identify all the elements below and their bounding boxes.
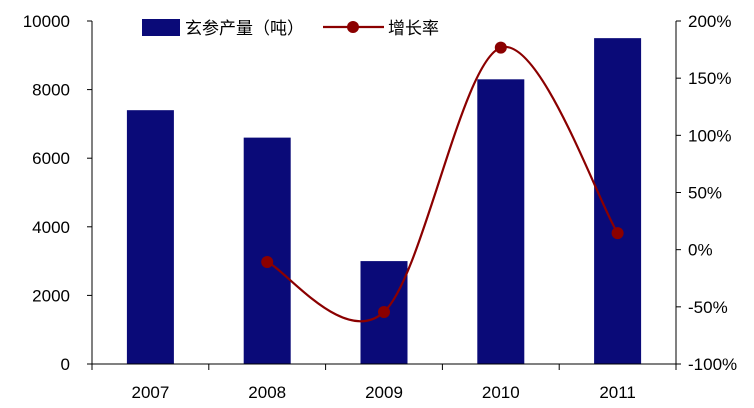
left-tick-label: 8000 bbox=[32, 81, 70, 100]
right-tick-label: 100% bbox=[688, 126, 731, 145]
growth-point-2011 bbox=[611, 227, 624, 240]
right-tick-label: 0% bbox=[688, 241, 713, 260]
legend-label-growth: 增长率 bbox=[388, 19, 439, 39]
x-tick-label-2008: 2008 bbox=[248, 383, 286, 402]
x-tick-label-2010: 2010 bbox=[482, 383, 520, 402]
growth-line bbox=[266, 46, 619, 323]
growth-point-2009 bbox=[378, 305, 390, 318]
growth-point-2008 bbox=[261, 256, 274, 269]
left-tick-label: 10000 bbox=[23, 12, 70, 31]
growth-point-2010 bbox=[494, 41, 507, 54]
bar-2007 bbox=[126, 110, 174, 365]
left-tick-label: 0 bbox=[61, 355, 70, 374]
right-tick-label: 50% bbox=[688, 184, 722, 203]
x-tick-label-2007: 2007 bbox=[131, 383, 169, 402]
tick-labels: 0 2000 4000 6000 8000 10000 -100% -50% 0% 50% 100%… bbox=[23, 12, 737, 402]
right-tick-label: 200% bbox=[688, 12, 731, 31]
growth-line-series bbox=[261, 41, 624, 323]
axes bbox=[87, 20, 681, 370]
bar-2008 bbox=[243, 137, 291, 364]
left-tick-label: 4000 bbox=[32, 218, 70, 237]
x-tick-label-2011: 2011 bbox=[599, 383, 636, 402]
left-tick-label: 6000 bbox=[32, 149, 70, 168]
x-tick-label-2009: 2009 bbox=[365, 383, 403, 402]
legend-swatch-growth-marker bbox=[347, 21, 359, 33]
bar-2010 bbox=[477, 79, 525, 364]
legend: 玄参产量（吨） 增长率 bbox=[142, 19, 439, 39]
right-tick-label: -50% bbox=[688, 298, 728, 317]
right-tick-label: -100% bbox=[688, 355, 737, 374]
right-tick-label: 150% bbox=[688, 69, 731, 88]
left-tick-label: 2000 bbox=[32, 286, 70, 305]
legend-label-production: 玄参产量（吨） bbox=[185, 19, 304, 39]
legend-swatch-production bbox=[142, 19, 180, 36]
